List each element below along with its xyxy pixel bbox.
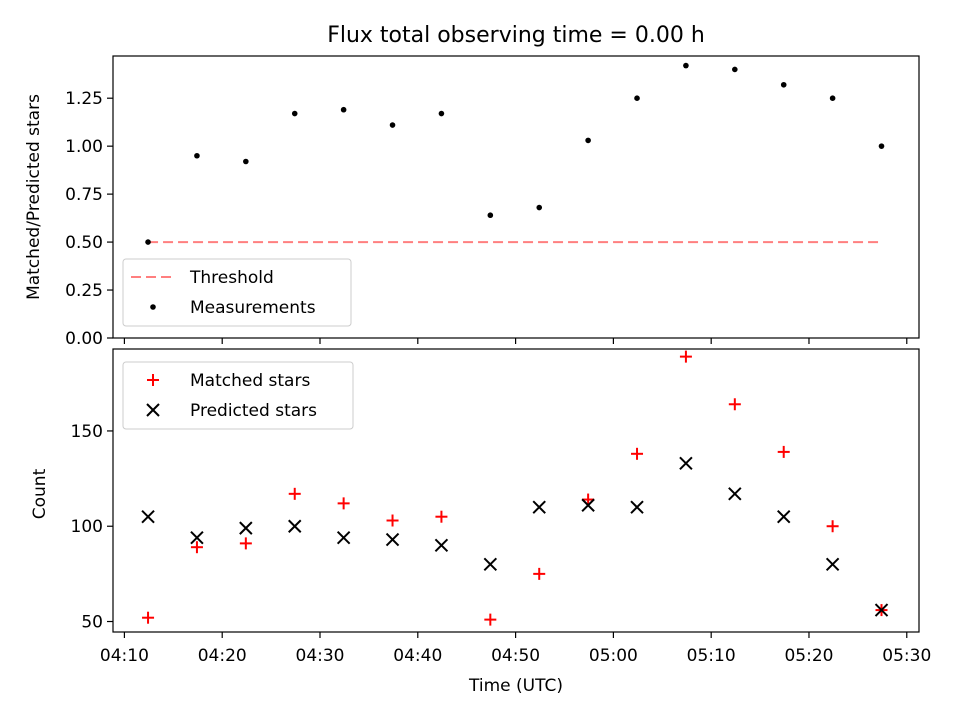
measurements-legend-label: Measurements xyxy=(190,298,316,318)
x-tick-label: 04:30 xyxy=(296,646,345,666)
measurement-point xyxy=(243,158,249,165)
predicted-point xyxy=(239,521,253,535)
measurement-point xyxy=(389,122,396,128)
x-tick-label: 05:20 xyxy=(784,646,833,666)
matched-point xyxy=(142,611,155,624)
top-legend-box xyxy=(122,258,352,327)
top-y-axis-ticks: 0.00 0.25 0.50 0.75 1.00 1.25 xyxy=(65,89,113,349)
matched-point xyxy=(337,497,350,510)
y-tick-label: 50 xyxy=(81,613,103,633)
predicted-point xyxy=(777,509,791,524)
matched-legend-marker xyxy=(147,374,159,386)
measurement-point xyxy=(829,95,836,102)
predicted-point xyxy=(630,500,644,514)
predicted-point xyxy=(288,519,302,533)
matched-point xyxy=(777,445,790,458)
matched-point xyxy=(190,541,203,554)
top-panel: 0.00 0.25 0.50 0.75 1.00 1.25 Matched/Predict… xyxy=(24,55,920,349)
predicted-point xyxy=(434,538,449,552)
y-tick-label: 0.50 xyxy=(65,233,103,253)
predicted-point xyxy=(385,532,400,547)
y-tick-label: 100 xyxy=(71,517,103,537)
count-points xyxy=(141,350,889,626)
predicted-point xyxy=(532,500,546,514)
bottom-legend: Matched stars Predicted stars xyxy=(122,361,354,430)
x-tick-label: 05:00 xyxy=(589,646,638,666)
x-tick-label: 04:10 xyxy=(100,646,149,666)
matched-point xyxy=(533,567,546,580)
top-x-axis-ticks xyxy=(123,338,908,344)
x-tick-label: 05:10 xyxy=(687,646,736,666)
y-tick-label: 1.00 xyxy=(65,137,103,157)
measurement-points xyxy=(145,62,885,245)
measurement-point xyxy=(732,66,738,73)
measurement-point xyxy=(683,62,689,69)
measurement-point xyxy=(536,204,543,211)
bottom-legend-box xyxy=(122,361,354,430)
measurement-point xyxy=(878,143,885,149)
measurement-point xyxy=(438,110,445,117)
y-tick-label: 0.75 xyxy=(65,185,103,205)
predicted-legend-marker xyxy=(146,403,160,417)
x-axis-label: Time (UTC) xyxy=(468,676,563,696)
x-tick-label: 04:40 xyxy=(393,646,442,666)
predicted-point xyxy=(581,498,595,512)
top-y-axis-label: Matched/Predicted stars xyxy=(24,94,44,300)
measurement-point xyxy=(585,137,591,144)
predicted-point xyxy=(728,487,742,501)
bottom-x-axis-ticks: 04:10 04:20 04:30 04:40 04:50 05:00 05:10 05:20… xyxy=(100,632,931,666)
x-tick-label: 04:20 xyxy=(198,646,247,666)
measurement-point xyxy=(340,106,347,113)
predicted-point xyxy=(825,557,840,572)
measurement-point xyxy=(780,81,787,88)
y-tick-label: 0.00 xyxy=(65,329,103,349)
measurement-point xyxy=(194,152,200,159)
measurement-point xyxy=(145,239,151,245)
bottom-y-axis-label: Count xyxy=(30,468,50,519)
y-tick-label: 1.25 xyxy=(65,89,103,109)
predicted-point xyxy=(190,530,204,545)
matched-point xyxy=(826,520,839,533)
top-legend: Threshold Measurements xyxy=(122,258,352,327)
measurement-point xyxy=(634,95,640,102)
matched-point xyxy=(435,510,448,523)
matched-legend-label: Matched stars xyxy=(190,371,310,391)
matched-point xyxy=(386,514,399,527)
matched-point xyxy=(631,447,644,460)
x-tick-label: 05:30 xyxy=(882,646,931,666)
matched-point xyxy=(239,537,252,550)
bottom-y-axis-ticks: 50 100 150 xyxy=(71,422,113,633)
measurement-point xyxy=(487,212,494,219)
matched-point xyxy=(679,350,692,363)
threshold-legend-label: Threshold xyxy=(189,268,274,288)
predicted-legend-label: Predicted stars xyxy=(190,401,317,421)
matched-point xyxy=(728,398,741,411)
y-tick-label: 150 xyxy=(71,422,103,442)
predicted-point xyxy=(336,530,351,545)
matched-point xyxy=(484,613,497,626)
predicted-point xyxy=(679,456,693,471)
x-tick-label: 04:50 xyxy=(491,646,540,666)
measurement-point xyxy=(291,110,298,117)
measurements-legend-marker xyxy=(150,304,156,310)
predicted-point xyxy=(874,603,889,617)
matched-point xyxy=(582,493,595,506)
y-tick-label: 0.25 xyxy=(65,281,103,301)
predicted-point xyxy=(483,557,498,572)
matched-point xyxy=(288,487,301,500)
chart-title: Flux total observing time = 0.00 h xyxy=(327,23,705,48)
predicted-point xyxy=(141,509,155,524)
